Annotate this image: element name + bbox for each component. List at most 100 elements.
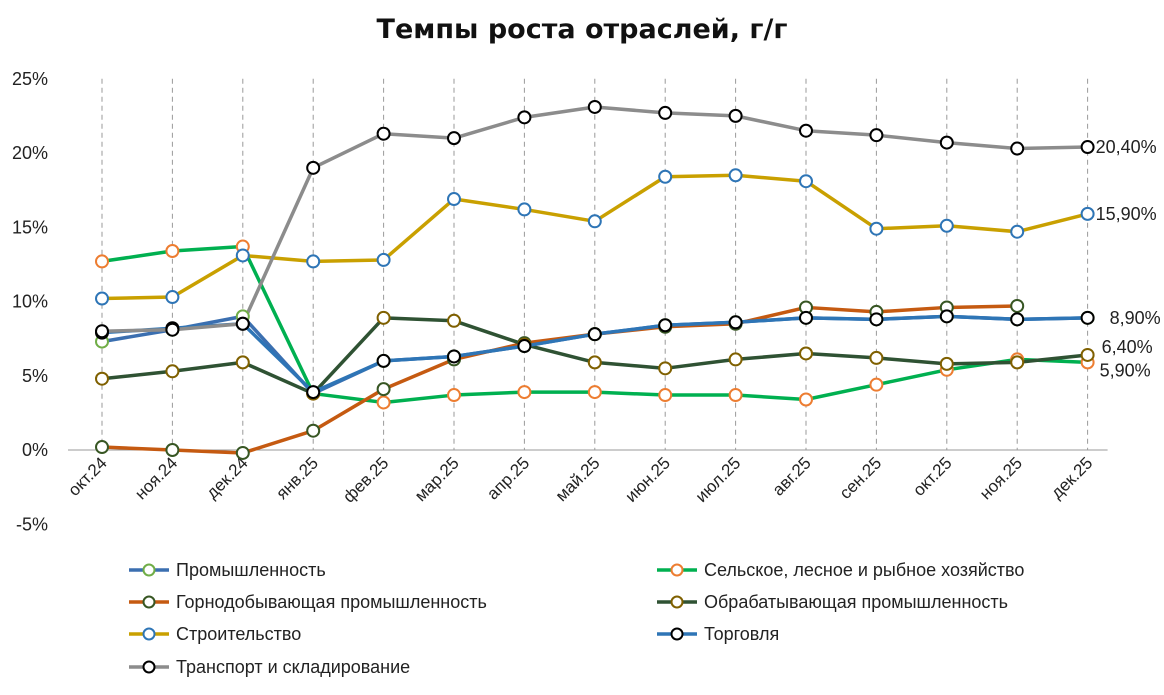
x-tick-label: янв.25 bbox=[272, 453, 322, 503]
y-tick-label: 15% bbox=[12, 217, 48, 237]
legend-item: Сельское, лесное и рыбное хозяйство bbox=[656, 558, 1024, 582]
data-point bbox=[95, 324, 109, 339]
legend-swatch bbox=[129, 563, 169, 577]
y-tick-label: 5% bbox=[22, 366, 48, 386]
line-chart: -5% 0% 5% 10% 15% 20% 25% окт.24 ноя.24 дек.24 янв… bbox=[12, 69, 1161, 535]
legend-label: Строительство bbox=[176, 623, 302, 644]
y-tick-label: 0% bbox=[22, 440, 48, 460]
legend-item: Обрабатывающая промышленность bbox=[656, 590, 1008, 614]
y-tick-label: 25% bbox=[12, 69, 48, 89]
data-point bbox=[306, 423, 321, 438]
data-point bbox=[165, 364, 180, 379]
end-value-label: 20,40% bbox=[1096, 137, 1157, 157]
x-tick-label: окт.25 bbox=[909, 453, 955, 499]
data-point bbox=[95, 254, 109, 269]
data-point bbox=[869, 128, 884, 143]
data-point bbox=[95, 291, 109, 306]
y-tick-label: -5% bbox=[16, 514, 48, 534]
series-lines bbox=[95, 99, 1095, 460]
data-point bbox=[517, 339, 532, 354]
data-point bbox=[447, 131, 461, 146]
x-tick-label: мар.25 bbox=[411, 453, 463, 505]
x-tick-label: сен.25 bbox=[836, 453, 885, 502]
legend-label: Торговля bbox=[704, 623, 780, 644]
legend-label: Промышленность bbox=[176, 559, 326, 580]
data-point bbox=[376, 353, 391, 368]
data-point bbox=[306, 254, 321, 269]
legend-swatch bbox=[129, 595, 169, 609]
data-point bbox=[235, 355, 250, 370]
legend-swatch bbox=[129, 627, 169, 641]
data-point bbox=[728, 352, 743, 367]
data-point bbox=[728, 388, 743, 403]
data-point bbox=[447, 349, 461, 364]
data-point bbox=[306, 160, 321, 175]
data-point bbox=[1010, 312, 1025, 327]
end-value-label: 8,90% bbox=[1110, 308, 1161, 328]
data-point bbox=[799, 123, 813, 138]
data-point bbox=[447, 192, 461, 207]
x-tick-label: дек.25 bbox=[1047, 453, 1096, 502]
x-tick-label: ноя.24 bbox=[131, 453, 181, 503]
data-point bbox=[728, 168, 743, 183]
data-point bbox=[235, 248, 250, 263]
data-point bbox=[799, 174, 813, 189]
y-tick-label: 10% bbox=[12, 292, 48, 312]
x-tick-label: апр.25 bbox=[483, 453, 533, 503]
data-point bbox=[165, 244, 180, 259]
data-point bbox=[869, 221, 884, 236]
data-point bbox=[165, 290, 180, 305]
data-point bbox=[587, 385, 602, 400]
data-point bbox=[376, 382, 391, 397]
data-point bbox=[235, 316, 250, 331]
data-point bbox=[1080, 310, 1095, 325]
data-point bbox=[587, 99, 602, 114]
y-tick-label: 20% bbox=[12, 143, 48, 163]
legend-item: Строительство bbox=[128, 622, 301, 646]
legend-item: Промышленность bbox=[128, 558, 326, 582]
data-point bbox=[1080, 347, 1095, 362]
data-point bbox=[1080, 206, 1095, 221]
data-point bbox=[376, 310, 391, 325]
x-tick-label: июн.25 bbox=[622, 453, 675, 506]
data-point bbox=[869, 350, 884, 365]
data-point bbox=[235, 445, 250, 460]
x-tick-label: июл.25 bbox=[692, 453, 745, 506]
end-value-label: 5,90% bbox=[1100, 360, 1151, 380]
data-point bbox=[728, 315, 743, 330]
data-point bbox=[939, 218, 954, 233]
data-point bbox=[517, 385, 532, 400]
data-point bbox=[95, 371, 109, 386]
data-point bbox=[869, 377, 884, 392]
legend-label: Транспорт и складирование bbox=[176, 656, 411, 677]
data-point bbox=[1010, 298, 1025, 313]
data-point bbox=[939, 356, 954, 371]
data-point bbox=[376, 252, 391, 267]
data-point bbox=[869, 312, 884, 327]
data-point bbox=[165, 322, 180, 337]
x-tick-label: май.25 bbox=[552, 453, 604, 505]
x-tick-label: дек.24 bbox=[203, 453, 252, 502]
data-point bbox=[587, 355, 602, 370]
legend-swatch bbox=[657, 595, 697, 609]
data-point bbox=[517, 110, 532, 125]
data-point bbox=[728, 108, 743, 123]
data-point bbox=[658, 105, 673, 120]
data-point bbox=[95, 440, 109, 455]
data-point bbox=[939, 135, 954, 150]
data-point bbox=[376, 395, 391, 410]
data-point bbox=[376, 126, 391, 141]
data-point bbox=[799, 392, 813, 407]
legend-swatch bbox=[657, 627, 697, 641]
data-point bbox=[658, 388, 673, 403]
data-point bbox=[799, 346, 813, 361]
legend-item: Торговля bbox=[656, 622, 779, 646]
legend-item: Транспорт и складирование bbox=[128, 655, 410, 679]
data-point bbox=[306, 385, 321, 400]
x-tick-label: фев.25 bbox=[339, 453, 392, 506]
legend-swatch bbox=[129, 660, 169, 674]
data-point bbox=[587, 327, 602, 342]
data-point bbox=[1010, 224, 1025, 239]
data-point bbox=[658, 361, 673, 376]
x-tick-label: авг.25 bbox=[769, 453, 815, 499]
